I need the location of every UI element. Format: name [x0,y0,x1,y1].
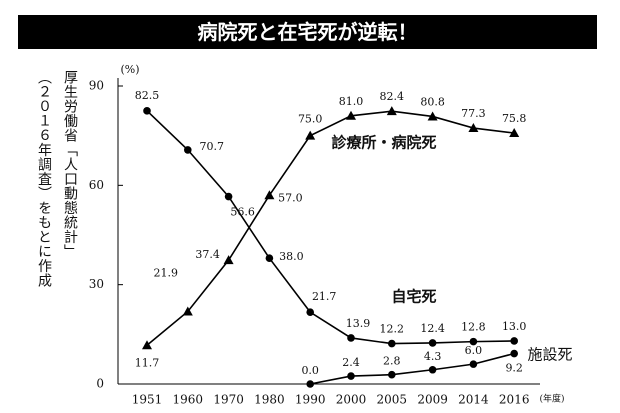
marker [182,306,193,316]
x-tick-label: 1951 [132,393,163,407]
y-tick-label: 90 [89,79,104,93]
chart-title: 病院死と在宅死が逆転！ [18,15,597,49]
data-label: 13.0 [502,320,527,333]
y-tick-label: 60 [89,178,104,192]
x-axis-unit: (年度) [539,393,564,405]
data-label: 21.7 [312,290,337,303]
marker [224,192,233,201]
marker [223,255,234,265]
series-name: 施設死 [527,346,572,364]
data-label: 38.0 [279,250,304,263]
data-label: 2.8 [383,355,401,368]
source-note: （２０１６年調査）をもとに作成 [36,70,52,288]
series-name: 診療所・病院死 [331,134,436,152]
x-tick-label: 1970 [213,393,244,407]
marker [346,110,356,120]
marker [386,106,397,116]
data-label: 2.4 [342,356,360,369]
data-label: 6.0 [465,344,483,357]
marker [469,360,478,368]
data-label: 56.6 [230,206,255,219]
data-label: 4.3 [424,350,442,363]
marker [428,339,437,347]
series-line [146,110,515,345]
data-label: 12.8 [461,321,486,334]
marker [468,123,479,133]
marker [510,337,518,345]
marker [143,107,151,115]
series-name: 自宅死 [391,288,436,306]
marker [509,128,520,138]
x-tick-label: 2014 [458,393,489,407]
x-tick-label: 1960 [173,393,204,407]
data-label: 80.8 [420,95,445,108]
data-label: 75.8 [502,112,527,125]
x-tick-label: 2005 [377,393,408,407]
marker [347,372,355,380]
marker [265,254,274,262]
series-line [310,352,515,385]
x-tick-label: 2009 [417,393,448,407]
data-label: 13.9 [346,317,371,330]
data-label: 70.7 [200,140,225,153]
marker [305,130,316,140]
data-label: 57.0 [278,191,303,204]
marker [184,146,192,154]
series-line [146,110,515,346]
marker [347,334,355,342]
x-tick-label: 1990 [295,393,326,407]
marker [510,349,518,358]
data-label: 12.2 [380,323,405,336]
x-tick-label: 2016 [499,393,530,407]
data-label: 82.5 [135,89,160,102]
data-label: 0.0 [301,364,319,377]
data-label: 11.7 [135,356,160,369]
marker [142,340,152,350]
data-label: 82.4 [380,90,405,103]
marker [469,337,478,346]
source-note: 厚生労働省「人口動態統計」 [62,70,78,259]
y-tick-label: 0 [96,377,104,391]
x-tick-label: 1980 [254,393,285,407]
data-label: 9.2 [505,362,523,375]
x-tick-label: 2000 [336,393,367,407]
data-label: 12.4 [420,322,445,335]
data-label: 37.4 [195,248,220,261]
marker [428,365,437,374]
marker [264,190,275,200]
data-label: 21.9 [154,266,179,279]
marker [388,339,396,348]
marker [306,308,315,316]
marker [388,370,396,379]
data-label: 75.0 [298,113,323,126]
y-axis-unit: (%) [120,63,139,76]
y-tick-label: 30 [89,277,104,291]
marker [427,111,438,121]
marker [306,380,315,388]
data-label: 77.3 [461,107,486,120]
data-label: 81.0 [339,95,364,108]
